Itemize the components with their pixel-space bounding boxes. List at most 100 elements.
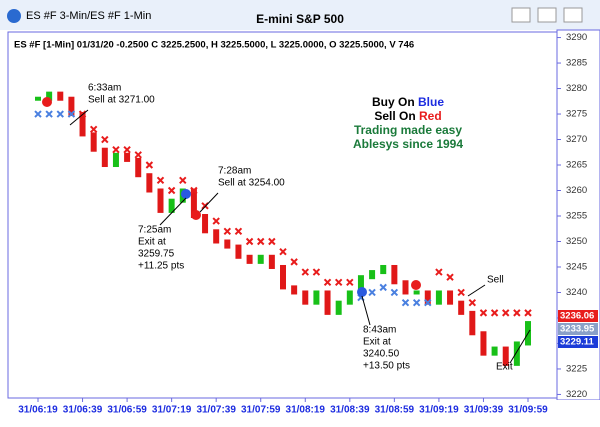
plot-area <box>7 31 558 399</box>
y-tick-label: 3250 <box>566 236 587 247</box>
stop-marker <box>524 309 532 317</box>
price-bar <box>491 346 498 356</box>
price-bar <box>302 290 309 305</box>
price-tag-label: 3236.06 <box>560 311 594 322</box>
price-bar <box>79 112 86 137</box>
annotation-arrow <box>467 284 486 297</box>
price-bar <box>413 290 420 295</box>
app-icon <box>7 9 21 23</box>
stop-marker <box>412 298 421 307</box>
stop-marker <box>468 298 477 307</box>
price-bar <box>480 331 487 356</box>
stop-marker <box>67 110 76 118</box>
x-tick-label: 31/09:19 <box>419 405 459 416</box>
legend-text: Red <box>419 109 442 123</box>
stop-marker <box>56 110 64 118</box>
price-bar <box>513 341 520 366</box>
annotation: Exit at <box>138 237 166 248</box>
stop-marker <box>346 278 354 286</box>
x-tick-label: 31/09:39 <box>464 405 504 416</box>
annotation: 3259.75 <box>138 249 175 260</box>
price-bar <box>402 280 409 295</box>
stop-marker <box>446 273 454 281</box>
stop-marker <box>424 298 432 307</box>
annotation-arrow <box>159 197 187 226</box>
annotation: 8:43am <box>363 325 396 336</box>
price-bar <box>168 198 175 213</box>
legend-text: Trading made easy <box>354 123 462 137</box>
x-tick-label: 31/08:19 <box>286 405 326 416</box>
price-bar <box>101 147 108 168</box>
stop-marker <box>323 278 332 286</box>
stop-marker <box>279 247 287 256</box>
price-bar <box>280 264 286 290</box>
x-axis-area <box>0 400 600 427</box>
stop-marker <box>290 258 298 266</box>
legend-text: Buy On <box>372 95 418 109</box>
y-tick-label: 3265 <box>566 160 587 171</box>
price-tag <box>558 336 598 348</box>
stop-marker <box>268 237 276 246</box>
price-bar <box>68 96 75 117</box>
stop-marker <box>502 309 510 317</box>
price-bar <box>90 132 97 152</box>
price-bar <box>112 152 119 168</box>
stop-marker <box>490 309 499 317</box>
stop-marker <box>167 186 176 195</box>
annotation: 7:28am <box>218 166 251 177</box>
stop-marker <box>145 161 154 169</box>
trade-marker <box>42 97 52 107</box>
stop-marker <box>89 125 98 134</box>
stop-marker <box>179 176 187 185</box>
stop-marker <box>223 227 232 236</box>
price-tag <box>558 323 598 335</box>
y-tick-label: 3225 <box>566 363 587 374</box>
stop-marker <box>435 268 443 276</box>
annotation: Exit <box>496 362 513 373</box>
annotation: Sell at 3254.00 <box>218 178 285 189</box>
minimize-button[interactable] <box>511 7 531 23</box>
maximize-button[interactable] <box>537 7 557 23</box>
stop-marker <box>390 288 399 297</box>
x-tick-label: 31/09:59 <box>508 405 548 416</box>
price-bar <box>146 173 153 193</box>
x-tick-label: 31/07:19 <box>152 405 192 416</box>
x-tick-label: 31/06:59 <box>107 405 147 416</box>
legend-text: Ablesys since 1994 <box>353 137 463 151</box>
price-bar <box>235 244 242 259</box>
stop-marker <box>212 217 220 225</box>
annotation: Sell at 3271.00 <box>88 95 155 106</box>
price-bar <box>202 214 209 234</box>
price-bar <box>257 254 264 264</box>
annotation: 3240.50 <box>363 349 400 360</box>
title-bar <box>0 0 600 30</box>
price-bar <box>135 157 142 178</box>
price-bar <box>357 275 364 295</box>
price-bar <box>57 91 64 101</box>
annotation: +13.50 pts <box>363 361 410 372</box>
y-tick-label: 3285 <box>566 58 587 69</box>
price-bar <box>469 310 476 336</box>
stop-marker <box>245 237 254 246</box>
x-tick-label: 31/06:19 <box>18 405 58 416</box>
price-bar <box>46 91 53 101</box>
stop-marker <box>45 110 53 118</box>
y-tick-label: 3270 <box>566 134 587 145</box>
stop-marker <box>201 202 209 210</box>
price-bar <box>502 346 509 366</box>
price-bar <box>435 290 442 305</box>
legend-text: Blue <box>418 95 444 109</box>
annotation: 7:25am <box>138 225 171 236</box>
y-tick-label: 3260 <box>566 185 587 196</box>
price-bar <box>35 96 41 101</box>
close-button[interactable] <box>563 7 583 23</box>
trade-marker <box>191 210 201 220</box>
stop-marker <box>190 186 198 195</box>
stop-marker <box>257 237 265 246</box>
price-bar <box>224 239 231 249</box>
stop-marker <box>156 176 165 185</box>
x-tick-label: 31/06:39 <box>63 405 103 416</box>
price-bar <box>157 188 164 213</box>
price-bar <box>124 152 131 162</box>
